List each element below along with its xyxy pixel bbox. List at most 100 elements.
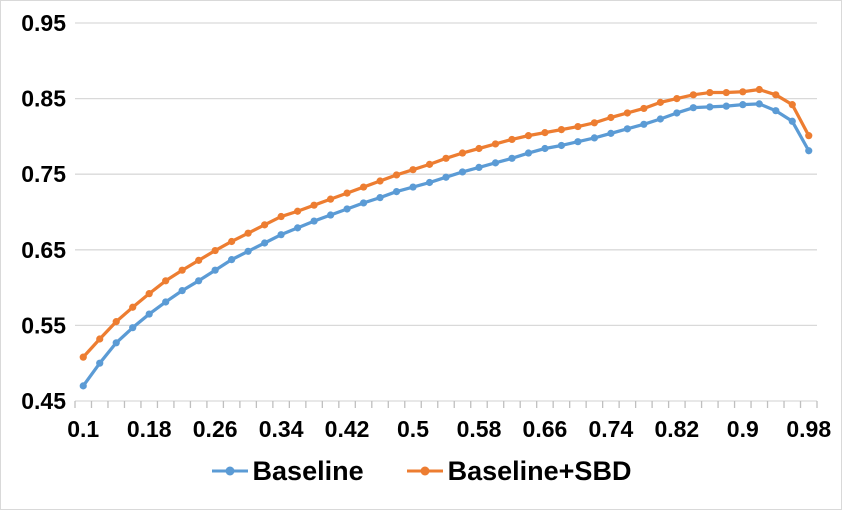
- data-point-marker: [244, 229, 252, 237]
- data-point-marker: [557, 125, 566, 134]
- data-point-marker: [79, 382, 87, 390]
- data-point-marker: [145, 310, 153, 318]
- data-point-marker: [178, 287, 186, 295]
- data-point-marker: [425, 160, 434, 168]
- data-point-marker: [722, 88, 730, 97]
- y-axis-tick-label: 0.75: [21, 161, 66, 187]
- x-axis-ticks: [74, 401, 818, 408]
- data-point-marker: [244, 247, 252, 255]
- y-axis-tick-label: 0.65: [21, 237, 66, 263]
- data-point-marker: [475, 163, 483, 171]
- data-point-marker: [376, 177, 384, 185]
- y-axis-tick-label: 0.45: [21, 388, 66, 414]
- series-baseline-sbd: [79, 85, 813, 361]
- data-point-marker: [376, 194, 384, 202]
- data-point-marker: [96, 335, 104, 343]
- data-point-marker: [640, 120, 648, 128]
- y-axis-tick-label: 0.55: [21, 312, 66, 338]
- data-point-marker: [508, 154, 516, 162]
- data-point-marker: [656, 115, 664, 123]
- data-point-marker: [326, 211, 335, 219]
- data-point-marker: [623, 109, 631, 117]
- data-point-marker: [96, 359, 104, 367]
- data-point-marker: [343, 205, 351, 213]
- data-point-marker: [739, 101, 747, 109]
- data-point-marker: [541, 144, 549, 153]
- x-axis-tick-label: 0.66: [523, 416, 568, 442]
- data-series: [79, 85, 813, 390]
- x-axis-tick-label: 0.1: [67, 416, 99, 442]
- x-axis-tick-label: 0.26: [193, 416, 238, 442]
- data-point-marker: [261, 239, 269, 247]
- data-point-marker: [755, 85, 763, 94]
- x-axis-tick-label: 0.42: [325, 416, 370, 442]
- data-point-marker: [409, 166, 417, 174]
- data-point-marker: [772, 107, 780, 115]
- data-point-marker: [689, 91, 697, 99]
- data-point-marker: [277, 231, 285, 239]
- data-point-marker: [656, 98, 664, 106]
- data-point-marker: [640, 104, 648, 113]
- data-point-marker: [162, 298, 170, 306]
- data-point-marker: [706, 88, 714, 97]
- y-axis-labels: 0.45 0.55 0.65 0.75 0.85 0.95: [21, 10, 66, 414]
- data-point-marker: [162, 277, 170, 285]
- series-line: [81, 102, 811, 388]
- data-point-marker: [261, 221, 269, 229]
- data-point-marker: [458, 149, 467, 157]
- data-point-marker: [409, 183, 417, 191]
- data-point-marker: [524, 149, 533, 157]
- data-point-marker: [211, 246, 219, 255]
- data-point-marker: [689, 104, 697, 112]
- data-point-marker: [739, 88, 747, 96]
- data-point-marker: [129, 303, 137, 311]
- data-point-marker: [788, 117, 796, 125]
- legend-line-marker-icon: [406, 466, 443, 476]
- data-point-marker: [788, 101, 796, 109]
- data-point-marker: [195, 277, 203, 285]
- data-point-marker: [442, 173, 450, 181]
- legend-line-marker-icon: [211, 466, 248, 476]
- data-point-marker: [294, 224, 302, 232]
- y-axis-tick-label: 0.85: [21, 86, 66, 112]
- data-point-marker: [310, 201, 318, 209]
- x-axis-tick-label: 0.74: [589, 416, 634, 442]
- data-point-marker: [458, 168, 467, 176]
- x-axis-tick-label: 0.98: [786, 416, 831, 442]
- chart-plot-area: 0.45 0.55 0.65 0.75 0.85 0.95 0.1 0.18 0.26 0.34…: [21, 10, 831, 442]
- data-point-marker: [392, 187, 401, 196]
- data-point-marker: [475, 144, 483, 153]
- data-point-marker: [607, 129, 615, 137]
- data-point-marker: [326, 195, 335, 203]
- data-point-marker: [524, 132, 533, 140]
- data-point-marker: [211, 266, 219, 274]
- x-axis-tick-label: 0.9: [727, 416, 759, 442]
- x-axis-labels: 0.1 0.18 0.26 0.34 0.42 0.5 0.58 0.66 0.74 0.82 0.…: [67, 416, 831, 442]
- data-point-marker: [112, 318, 120, 326]
- data-point-marker: [722, 102, 730, 110]
- data-point-marker: [805, 132, 813, 140]
- data-point-marker: [755, 100, 763, 108]
- data-point-marker: [673, 109, 681, 117]
- data-point-marker: [574, 138, 582, 146]
- x-axis-tick-label: 0.82: [654, 416, 699, 442]
- data-point-marker: [706, 103, 714, 111]
- legend-item-baseline: Baseline: [211, 456, 364, 487]
- data-point-marker: [508, 135, 516, 144]
- gridlines: [75, 22, 817, 402]
- data-point-marker: [228, 256, 236, 264]
- chart-legend: Baseline Baseline+SBD: [1, 449, 841, 493]
- data-point-marker: [557, 141, 566, 150]
- data-point-marker: [491, 140, 500, 148]
- data-point-marker: [294, 207, 302, 215]
- data-point-marker: [805, 147, 813, 155]
- data-point-marker: [541, 129, 549, 137]
- data-point-marker: [590, 119, 599, 127]
- data-point-marker: [310, 217, 318, 225]
- data-point-marker: [425, 178, 434, 187]
- data-point-marker: [129, 324, 137, 332]
- data-point-marker: [178, 266, 186, 274]
- data-point-marker: [195, 256, 203, 264]
- data-point-marker: [623, 125, 631, 133]
